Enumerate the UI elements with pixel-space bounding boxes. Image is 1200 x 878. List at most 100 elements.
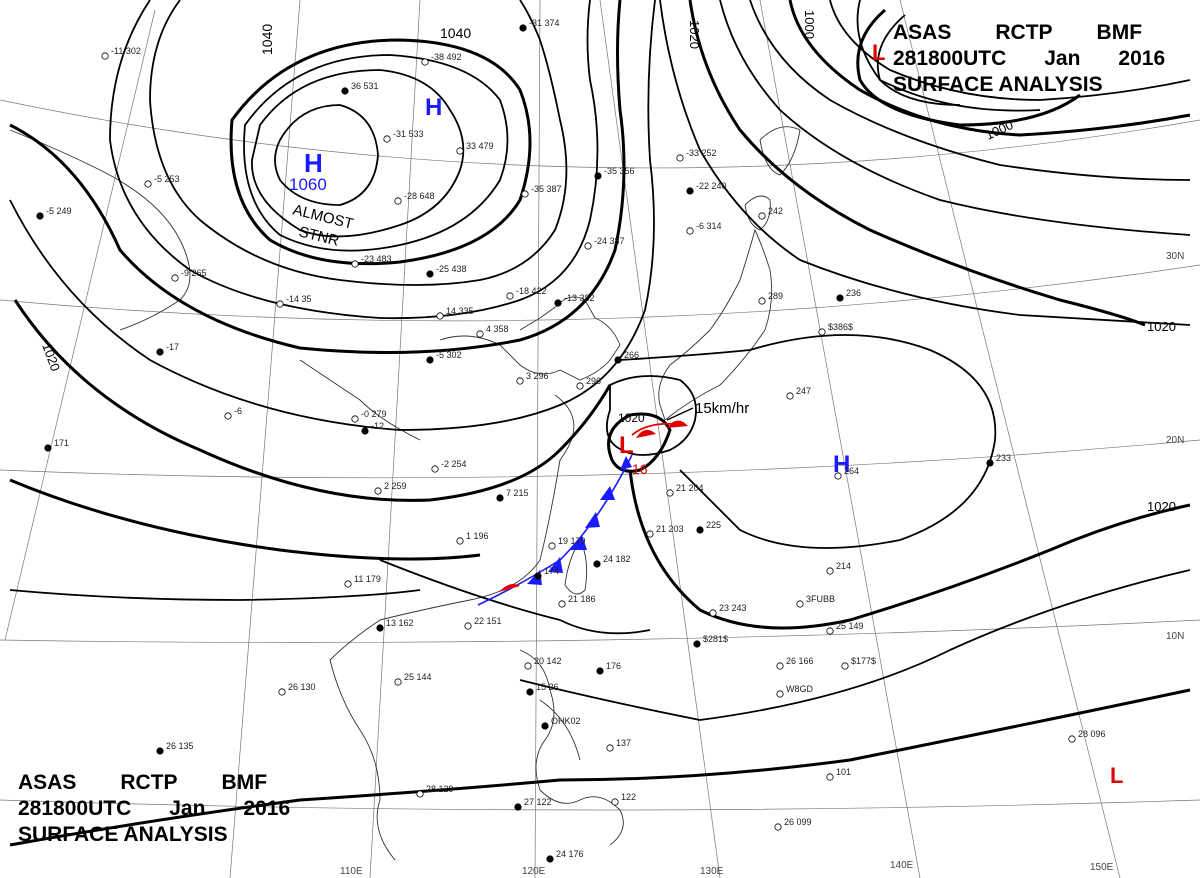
station-symbol	[541, 722, 549, 730]
station-symbol	[519, 24, 527, 32]
header-year: 2016	[1118, 47, 1166, 70]
station-symbol	[576, 382, 584, 390]
high-pressure-label: H	[425, 94, 442, 121]
station-symbol	[646, 530, 654, 538]
low-pressure-label: L	[1110, 763, 1123, 788]
lat-label: 10N	[1166, 631, 1184, 642]
warm-front-symbol	[636, 429, 656, 438]
header-center: ASAS	[18, 771, 77, 794]
station-symbol	[276, 300, 284, 308]
front-number: 16	[632, 461, 648, 477]
station-symbol	[758, 297, 766, 305]
station-label: 289	[768, 291, 783, 301]
warm-front-symbol	[499, 584, 520, 592]
station-label: 21 203	[656, 524, 684, 534]
station-label: 101	[836, 767, 851, 777]
station-symbol	[278, 688, 286, 696]
station-label: -28 648	[404, 191, 435, 201]
station-symbol	[351, 260, 359, 268]
warm-front-symbol	[667, 420, 688, 428]
station-symbol	[606, 744, 614, 752]
station-label: 24 182	[603, 554, 631, 564]
station-label: -31 533	[393, 129, 424, 139]
station-symbol	[144, 180, 152, 188]
station-symbol	[758, 212, 766, 220]
station-label: -12	[371, 421, 384, 431]
station-symbol	[36, 212, 44, 220]
fronts	[477, 407, 694, 606]
high-pressure-label: H	[304, 148, 323, 178]
station-label: 264	[844, 466, 859, 476]
station-label: 28 096	[1078, 729, 1106, 739]
station-label: 23 243	[719, 603, 747, 613]
header-title: SURFACE ANALYSIS	[18, 823, 228, 846]
station-symbol	[841, 662, 849, 670]
station-symbol	[44, 444, 52, 452]
station-symbol	[171, 274, 179, 282]
isobars	[9, 0, 1191, 847]
station-symbol	[431, 465, 439, 473]
station-label: $386$	[828, 322, 853, 332]
lon-label: 150E	[1090, 862, 1114, 873]
station-label: 242	[768, 206, 783, 216]
station-symbol	[614, 356, 622, 364]
station-symbol	[416, 790, 424, 798]
header-month: Jan	[169, 797, 206, 820]
station-label: 36 531	[351, 81, 379, 91]
station-symbol	[676, 154, 684, 162]
station-label: -2 254	[441, 459, 467, 469]
station-symbol	[421, 58, 429, 66]
header-station: RCTP	[120, 771, 178, 794]
high-pressure-value: 1060	[289, 175, 327, 194]
station-symbol	[476, 330, 484, 338]
station-label: 25 144	[404, 672, 432, 682]
station-symbol	[394, 678, 402, 686]
station-symbol	[394, 197, 402, 205]
coastlines	[9, 126, 801, 861]
lat-label: 20N	[1166, 435, 1184, 446]
station-label: 7 215	[506, 488, 529, 498]
station-label: -38 492	[431, 52, 462, 62]
station-plots: -31 374 -11 302 -38 492 36 531 -31 533 33 479…	[36, 18, 1106, 863]
station-symbol	[456, 147, 464, 155]
header-code: BMF	[1096, 21, 1143, 44]
station-symbol	[594, 172, 602, 180]
station-symbol	[514, 803, 522, 811]
station-label: 27 122	[524, 797, 552, 807]
station-symbol	[534, 572, 542, 580]
isobar-label: 1040	[440, 25, 471, 41]
station-label: 20 142	[534, 656, 562, 666]
station-label: -9 265	[181, 268, 207, 278]
isobar-label: 1020	[1147, 319, 1176, 334]
isobar-label: 1000	[802, 10, 817, 39]
station-symbol	[836, 294, 844, 302]
station-symbol	[351, 415, 359, 423]
station-symbol	[826, 773, 834, 781]
station-symbol	[344, 580, 352, 588]
station-label: 3FUBB	[806, 594, 835, 604]
speed-label: 15km/hr	[695, 400, 749, 417]
station-symbol	[1068, 735, 1076, 743]
station-symbol	[666, 489, 674, 497]
station-label: 21 204	[676, 483, 704, 493]
map-header-bottom-left: ASAS RCTP BMF 281800UTC Jan 2016 SURFACE…	[18, 770, 290, 848]
station-label: -33 252	[686, 148, 717, 158]
station-label: 266	[624, 350, 639, 360]
station-symbol	[426, 356, 434, 364]
station-symbol	[593, 560, 601, 568]
station-symbol	[696, 526, 704, 534]
station-label: -6	[234, 406, 242, 416]
high-pressure-label: H	[833, 451, 850, 478]
station-symbol	[506, 292, 514, 300]
station-symbol	[558, 600, 566, 608]
station-symbol	[986, 459, 994, 467]
station-label: 11 179	[354, 574, 381, 584]
station-label: 26 099	[784, 817, 812, 827]
station-label: 296	[586, 376, 601, 386]
station-symbol	[596, 667, 604, 675]
station-label: -11 302	[111, 46, 141, 56]
station-label: -0 279	[361, 409, 387, 419]
station-symbol	[383, 135, 391, 143]
station-symbol	[521, 190, 529, 198]
station-label: -22 240	[696, 181, 727, 191]
